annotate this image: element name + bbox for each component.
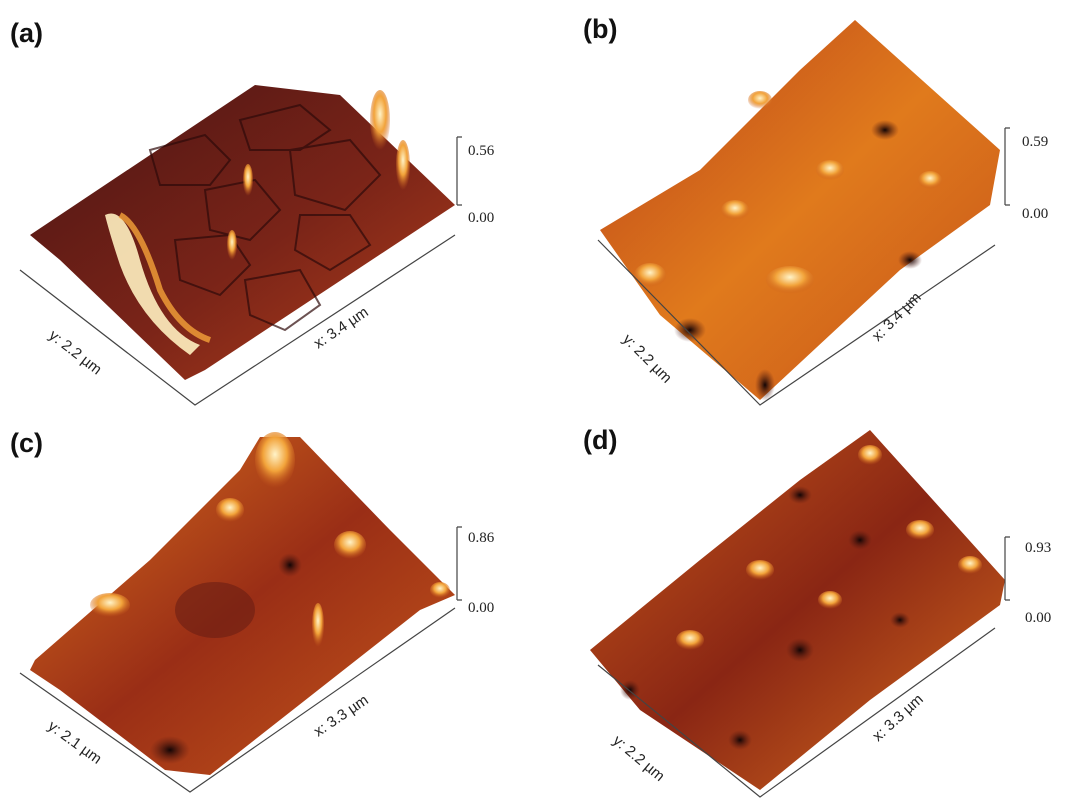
panel-d-texture bbox=[620, 445, 982, 750]
panel-d-x-axis-label: x: 3.3 µm bbox=[869, 691, 926, 745]
panel-a-surface bbox=[30, 85, 455, 380]
panel-c-texture bbox=[90, 432, 450, 764]
panel-b-label: (b) bbox=[583, 14, 618, 44]
panel-c-axes bbox=[19, 526, 462, 793]
panel-d-zmax: 0.93 bbox=[1025, 540, 1051, 556]
panel-a-axes bbox=[19, 136, 462, 406]
panel-c: 0.86 0.00 y: 2.1 µm x: 3.3 µm bbox=[19, 432, 495, 793]
panel-c-label: (c) bbox=[10, 428, 43, 458]
panel-b-x-axis-label: x: 3.4 µm bbox=[869, 289, 925, 345]
panel-b-axes bbox=[597, 127, 1010, 406]
panel-c-zmax: 0.86 bbox=[468, 530, 495, 546]
panel-a-ridge bbox=[118, 212, 212, 343]
panel-a-peak bbox=[227, 230, 237, 260]
panel-d-surface bbox=[590, 430, 1005, 790]
panel-d-y-axis-label: y: 2.2 µm bbox=[609, 732, 667, 785]
panel-c-zmin: 0.00 bbox=[468, 600, 494, 616]
panel-a: 0.56 0.00 y: 2.2 µm x: 3.4 µm bbox=[19, 85, 495, 406]
panel-d-zmin: 0.00 bbox=[1025, 610, 1051, 626]
panel-b: 0.59 0.00 y: 2.2 µm x: 3.4 µm bbox=[597, 20, 1048, 406]
panel-d-label: (d) bbox=[583, 425, 618, 455]
panel-a-peak bbox=[370, 90, 390, 150]
panel-b-zmax: 0.59 bbox=[1022, 134, 1048, 150]
panel-d: 0.93 0.00 y: 2.2 µm x: 3.3 µm bbox=[590, 430, 1051, 798]
panel-a-zmin: 0.00 bbox=[468, 210, 494, 226]
panel-a-y-axis-label: y: 2.2 µm bbox=[46, 327, 105, 379]
panel-a-peak bbox=[243, 164, 253, 196]
panel-a-peak bbox=[396, 140, 410, 190]
panel-a-zmax: 0.56 bbox=[468, 143, 495, 159]
panel-b-zmin: 0.00 bbox=[1022, 206, 1048, 222]
panel-c-x-axis-label: x: 3.3 µm bbox=[311, 692, 372, 741]
panel-d-axes bbox=[597, 536, 1010, 798]
panel-b-y-axis-label: y: 2.2 µm bbox=[619, 331, 675, 387]
panel-b-surface bbox=[600, 20, 1000, 400]
panel-a-label: (a) bbox=[10, 18, 43, 48]
panel-b-texture bbox=[634, 91, 942, 401]
panel-a-grains bbox=[148, 103, 382, 332]
panel-a-ridge bbox=[105, 213, 200, 355]
panel-c-y-axis-label: y: 2.1 µm bbox=[45, 717, 105, 767]
panel-a-x-axis-label: x: 3.4 µm bbox=[311, 304, 372, 353]
